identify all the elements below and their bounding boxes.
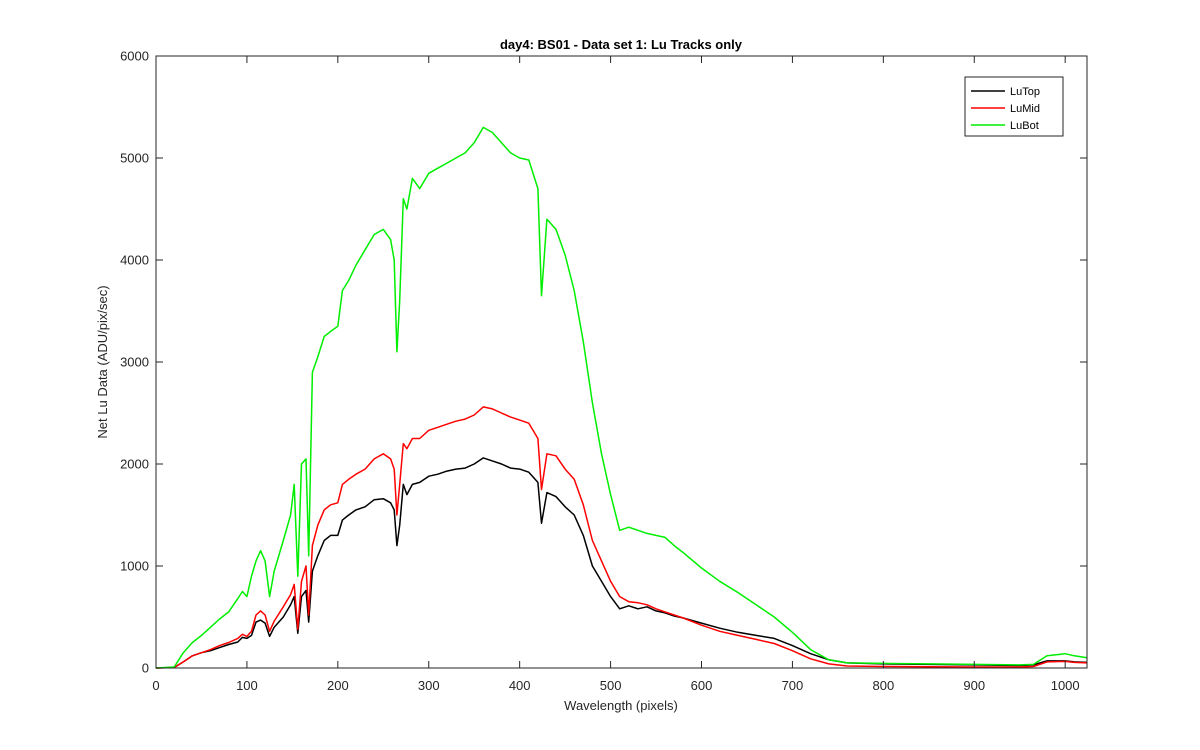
x-tick-label: 500 — [600, 678, 622, 693]
x-tick-label: 600 — [691, 678, 713, 693]
x-tick-label: 100 — [236, 678, 258, 693]
y-tick-label: 4000 — [120, 253, 149, 268]
series-line-lubot — [155, 126, 1088, 669]
y-tick-label: 3000 — [120, 355, 149, 370]
x-axis-label: Wavelength (pixels) — [564, 698, 678, 713]
chart-title: day4: BS01 - Data set 1: Lu Tracks only — [500, 37, 743, 52]
series-line-lumid — [155, 406, 1088, 669]
y-tick-label: 5000 — [120, 151, 149, 166]
x-tick-label: 200 — [327, 678, 349, 693]
y-tick-label: 1000 — [120, 559, 149, 574]
legend-label-lumid: LuMid — [1010, 103, 1040, 115]
y-tick-label: 6000 — [120, 49, 149, 64]
series-layer — [155, 126, 1088, 669]
legend-label-lubot: LuBot — [1010, 120, 1039, 132]
legend-label-lutop: LuTop — [1010, 86, 1040, 98]
x-tick-label: 0 — [152, 678, 159, 693]
y-tick-label: 2000 — [120, 457, 149, 472]
x-tick-label: 900 — [963, 678, 985, 693]
x-tick-label: 1000 — [1051, 678, 1080, 693]
plot-area — [156, 56, 1087, 668]
x-tick-label: 300 — [418, 678, 440, 693]
series-line-lutop — [155, 457, 1088, 669]
y-tick-label: 0 — [142, 661, 149, 676]
y-axis-label: Net Lu Data (ADU/pix/sec) — [95, 285, 110, 438]
legend-box — [964, 76, 1064, 137]
x-tick-label: 700 — [782, 678, 804, 693]
legend: LuTop LuMid LuBot — [964, 76, 1064, 137]
x-tick-label: 400 — [509, 678, 531, 693]
x-tick-label: 800 — [872, 678, 894, 693]
ticks-layer: 0 100 200 300 400 500 600 700 800 900 1000 0 1000 200… — [120, 49, 1087, 693]
